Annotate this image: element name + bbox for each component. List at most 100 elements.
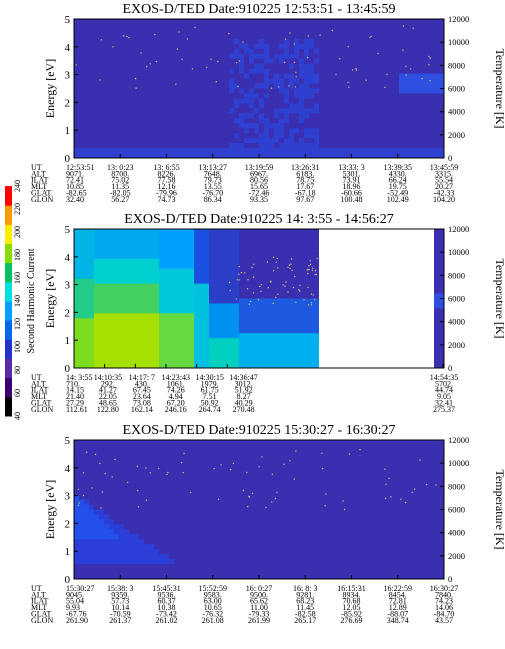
heatmap-cell	[414, 288, 420, 294]
heatmap-cell	[339, 288, 345, 294]
heatmap-cell	[369, 343, 375, 349]
heatmap-cell	[339, 348, 345, 354]
heatmap-cell	[314, 229, 320, 235]
heatmap-cell	[99, 23, 105, 30]
heatmap-cell	[239, 103, 245, 109]
heatmap-cell	[409, 454, 415, 461]
heatmap-cell	[364, 464, 370, 471]
heatmap-cell	[294, 19, 300, 25]
heatmap-cell	[99, 78, 105, 84]
heatmap-cell	[404, 338, 410, 344]
heatmap-cell	[154, 328, 160, 334]
heatmap-cell	[184, 313, 190, 319]
heatmap-cell	[334, 138, 340, 144]
orbit-cell: 9.05	[437, 392, 451, 401]
heatmap-cell	[204, 273, 210, 280]
heatmap-cell	[434, 118, 440, 124]
heatmap-cell	[189, 469, 195, 476]
heatmap-cell	[229, 440, 235, 446]
heatmap-cell	[404, 113, 410, 119]
heatmap-cell	[414, 283, 420, 289]
heatmap-cell	[119, 229, 125, 235]
heatmap-cell	[309, 23, 315, 30]
heatmap-cell	[334, 363, 340, 369]
heatmap-cell	[324, 348, 330, 354]
heatmap-cell	[154, 454, 160, 461]
heatmap-cell	[224, 278, 230, 284]
heatmap-cell	[344, 48, 350, 55]
heatmap-cell	[174, 83, 180, 89]
heatmap-cell	[184, 88, 190, 94]
temperature-point	[229, 289, 231, 292]
heatmap-cell	[234, 38, 240, 45]
heatmap-cell	[279, 268, 285, 275]
heatmap-cell	[274, 278, 280, 284]
heatmap-cell	[209, 23, 215, 30]
heatmap-cell	[124, 333, 130, 339]
heatmap-cell	[339, 358, 345, 364]
temperature-point	[365, 79, 367, 81]
heatmap-cell	[389, 153, 395, 159]
heatmap-cell	[79, 93, 85, 99]
heatmap-cell	[94, 63, 100, 70]
heatmap-cell	[424, 323, 430, 329]
heatmap-cell	[379, 33, 385, 40]
heatmap-cell	[414, 333, 420, 339]
heatmap-cell	[119, 123, 125, 129]
heatmap-cell	[239, 108, 245, 114]
heatmap-cell	[349, 308, 355, 314]
temperature-point	[238, 279, 240, 281]
y-axis-label: Energy [eV]	[43, 269, 57, 328]
heatmap-cell	[419, 19, 425, 25]
heatmap-cell	[334, 83, 340, 89]
y-tick-label: 3	[65, 280, 71, 292]
heatmap-cell	[94, 118, 100, 124]
heatmap-cell	[394, 318, 400, 324]
heatmap-cell	[289, 283, 295, 289]
heatmap-cell	[204, 323, 210, 329]
heatmap-cell	[404, 469, 410, 476]
heatmap-cell	[264, 103, 270, 109]
heatmap-cell	[419, 143, 425, 149]
heatmap-cell	[204, 53, 210, 60]
heatmap-cell	[399, 73, 405, 79]
heatmap-cell	[329, 143, 335, 149]
orbit-cell: 292.	[101, 379, 115, 388]
heatmap-cell	[219, 268, 225, 275]
heatmap-cell	[324, 333, 330, 339]
temperature-point	[246, 288, 249, 290]
heatmap-cell	[209, 328, 215, 334]
heatmap-cell	[129, 459, 135, 466]
heatmap-cell	[304, 328, 310, 334]
heatmap-cell	[339, 238, 345, 245]
orbit-row-name: ILAT	[31, 176, 48, 185]
heatmap-cell	[89, 113, 95, 119]
heatmap-cell	[209, 469, 215, 476]
heatmap-cell	[429, 238, 435, 245]
heatmap-cell	[269, 233, 275, 240]
heatmap-cell	[159, 128, 165, 134]
heatmap-cell	[369, 133, 375, 139]
heatmap-cell	[234, 63, 240, 70]
heatmap-cell	[334, 63, 340, 70]
heatmap-cell	[109, 343, 115, 349]
heatmap-cell	[374, 454, 380, 461]
heatmap-cell	[164, 58, 170, 65]
heatmap-cell	[204, 253, 210, 260]
heatmap-cell	[219, 63, 225, 70]
temperature-point	[428, 64, 430, 66]
heatmap-cell	[234, 323, 240, 329]
heatmap-cell	[149, 23, 155, 30]
temperature-point	[315, 273, 318, 276]
heatmap-cell	[354, 318, 360, 324]
heatmap-cell	[424, 53, 430, 60]
heatmap-cell	[294, 58, 300, 65]
heatmap-cell	[379, 123, 385, 129]
heatmap-cell	[334, 148, 340, 154]
heatmap-cell	[399, 459, 405, 466]
heatmap-cell	[264, 323, 270, 329]
heatmap-cell	[169, 283, 175, 289]
heatmap-cell	[284, 253, 290, 260]
heatmap-cell	[254, 43, 260, 50]
heatmap-cell	[324, 464, 330, 471]
